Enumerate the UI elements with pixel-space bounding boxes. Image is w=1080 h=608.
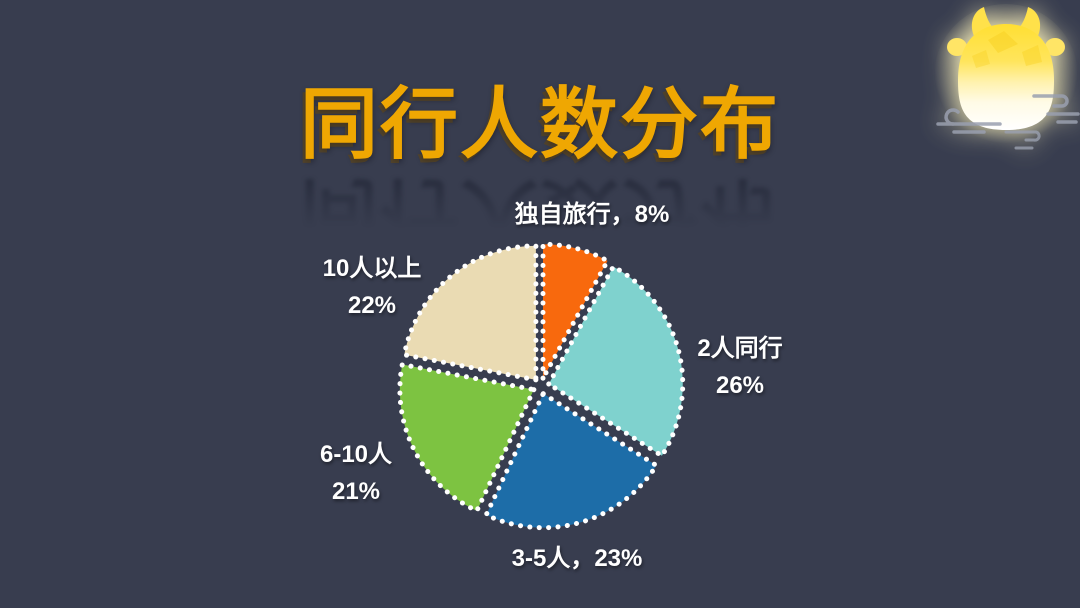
pie-slice-alone	[540, 241, 611, 381]
title-area: 同行人数分布	[0, 80, 1080, 168]
pie-label-text: 2人同行	[697, 335, 783, 362]
page-title: 同行人数分布	[299, 80, 780, 168]
pie-slice-three-to-five	[483, 391, 659, 531]
pie-label-text: 6-10人	[319, 441, 393, 468]
pie-label-two-people: 2人同行 26%	[697, 330, 782, 404]
pie-label-text: 3-5人，23%	[511, 545, 643, 572]
cloud-swirl-icon	[936, 108, 1002, 134]
pie-label-ten-plus: 10人以上 22%	[323, 250, 422, 324]
pie-label-text: 独自旅行，8%	[514, 201, 670, 228]
pie-label-three-to-five: 3-5人，23%	[512, 540, 643, 577]
cloud-swirl-icon	[1004, 130, 1041, 150]
pie-slice-ten-plus	[401, 243, 539, 383]
pie-slice-six-to-ten	[397, 362, 537, 514]
cloud-swirl-icon	[1032, 94, 1080, 124]
pie-chart	[397, 241, 686, 531]
ox-body	[958, 24, 1054, 130]
ox-ear-right-icon	[1045, 38, 1065, 56]
fur-patch	[972, 50, 990, 68]
ox-ear-left-icon	[947, 38, 967, 56]
pie-label-value: 22%	[347, 292, 397, 319]
pie-label-text: 10人以上	[322, 255, 422, 282]
pie-label-value: 21%	[331, 478, 381, 505]
ox-mascot-icon	[934, 4, 1080, 150]
fur-patch	[988, 31, 1018, 53]
pie-label-alone: 独自旅行，8%	[515, 196, 670, 233]
fur-patch	[1022, 45, 1042, 66]
pie-label-six-to-ten: 6-10人 21%	[320, 436, 392, 510]
pie-slice-two-people	[546, 264, 686, 459]
pie-label-value: 26%	[715, 372, 765, 399]
